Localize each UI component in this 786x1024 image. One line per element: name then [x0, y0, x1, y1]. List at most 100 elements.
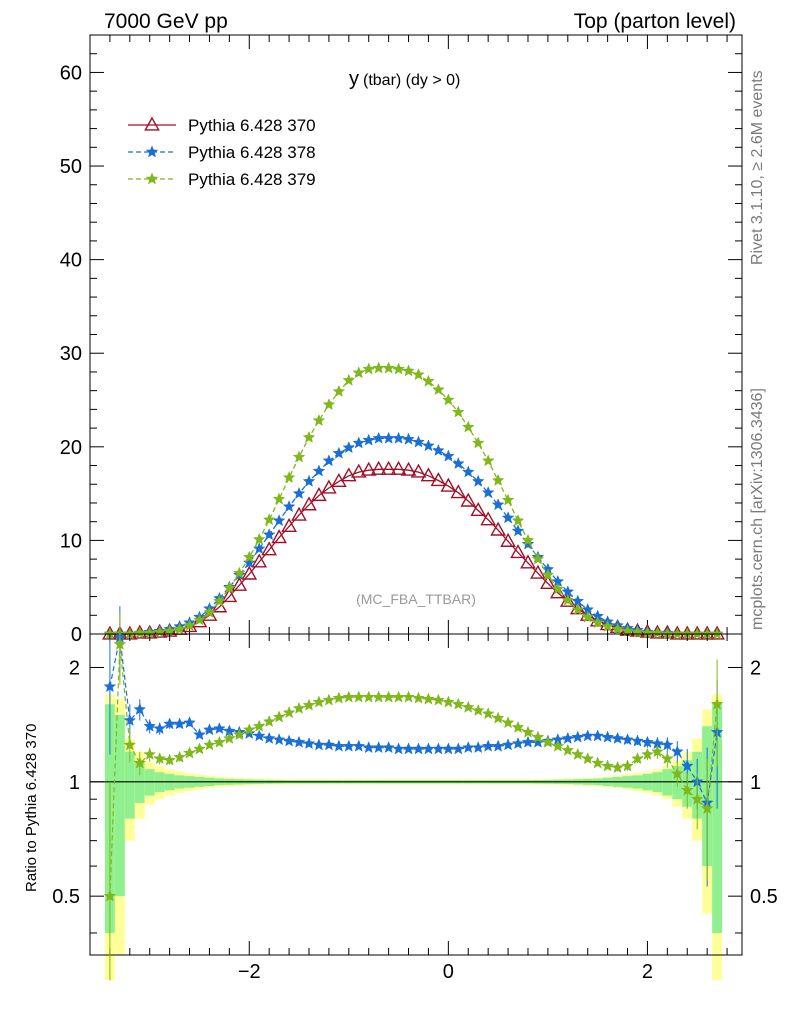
ratio-series-point-0 — [451, 742, 465, 755]
ratio-series-point-1 — [690, 792, 704, 805]
main-series-point-2 — [362, 362, 376, 375]
main-series-point-2 — [710, 627, 724, 640]
main-series-point-2 — [441, 393, 455, 406]
legend-label: Pythia 6.428 370 — [188, 116, 316, 135]
main-ytick-label: 20 — [60, 437, 82, 459]
ratio-series-point-0 — [302, 737, 316, 750]
ratio-series-point-1 — [710, 697, 724, 710]
ratio-series-point-0 — [561, 731, 575, 744]
ratio-series-point-1 — [631, 752, 644, 765]
main-series-point-1 — [332, 446, 346, 459]
main-series-point-2 — [213, 594, 226, 607]
main-series-point-2 — [571, 603, 585, 616]
main-series-point-2 — [232, 566, 246, 579]
ratio-series-point-0 — [680, 759, 694, 772]
main-ytick-label: 30 — [60, 343, 82, 365]
band-inner — [114, 714, 125, 897]
main-series-point-2 — [322, 398, 336, 411]
main-series-point-2 — [432, 383, 445, 396]
ratio-series-point-1 — [312, 695, 326, 708]
main-series-point-2 — [461, 420, 475, 433]
main-series-point-1 — [272, 514, 286, 527]
ratio-series-point-0 — [342, 739, 356, 752]
ratio-series-point-0 — [441, 742, 455, 755]
ratio-series-point-1 — [262, 715, 276, 728]
ratio-series-point-1 — [481, 707, 495, 720]
ratio-series-point-1 — [362, 690, 376, 703]
main-series-point-2 — [203, 605, 216, 618]
ratio-series-point-1 — [451, 697, 465, 710]
ratio-series-point-0 — [193, 728, 206, 741]
ratio-series-point-0 — [153, 722, 167, 735]
band-inner — [124, 751, 135, 819]
main-series-point-0 — [350, 463, 367, 478]
ratio-series-point-1 — [680, 783, 694, 796]
ratio-series-point-1 — [511, 720, 525, 733]
ratio-series-point-1 — [332, 691, 346, 704]
main-series-point-0 — [410, 463, 427, 478]
main-series-point-0 — [301, 496, 317, 511]
main-series-point-1 — [392, 431, 405, 444]
main-series-point-2 — [481, 454, 495, 467]
legend-marker — [145, 172, 159, 185]
main-series-point-1 — [402, 432, 415, 445]
ratio-series-line-0 — [109, 637, 718, 805]
main-series-point-0 — [440, 477, 457, 492]
ratio-series-point-0 — [392, 742, 405, 755]
main-series-point-0 — [530, 564, 546, 579]
ratio-series-point-0 — [143, 719, 157, 732]
ratio-series-point-1 — [272, 710, 286, 723]
ratio-series-point-0 — [183, 716, 196, 729]
ratio-series-point-0 — [660, 738, 674, 751]
ratio-ytick-label: 0.5 — [52, 886, 80, 908]
ratio-series-point-0 — [322, 738, 336, 751]
ratio-series-point-0 — [670, 745, 684, 758]
ratio-ytick-label-right: 2 — [750, 657, 761, 679]
ratio-series-point-1 — [252, 719, 266, 732]
main-series-point-2 — [193, 613, 206, 626]
watermark-label: (MC_FBA_TTBAR) — [356, 591, 476, 607]
main-series-point-1 — [302, 474, 316, 487]
main-series-point-1 — [451, 457, 465, 470]
main-title-sub: (tbar) (dy > 0) — [363, 72, 460, 89]
ratio-series-point-1 — [143, 747, 157, 760]
ratio-series-point-1 — [173, 750, 186, 763]
ratio-series-point-1 — [302, 698, 316, 711]
main-series-point-2 — [601, 619, 614, 632]
ratio-series-point-0 — [262, 731, 276, 744]
ratio-series-point-0 — [252, 729, 266, 742]
ratio-series-point-1 — [232, 728, 246, 741]
main-series-point-2 — [491, 473, 505, 486]
ratio-ytick-label: 1 — [69, 772, 80, 794]
main-ytick-label: 40 — [60, 250, 82, 272]
ratio-series-point-0 — [173, 717, 186, 730]
main-series-point-1 — [262, 528, 276, 541]
main-series-point-1 — [282, 500, 296, 513]
ratio-series-point-1 — [123, 738, 137, 751]
main-series-point-1 — [481, 486, 495, 499]
main-series-point-0 — [550, 584, 566, 599]
ratio-series-point-1 — [203, 738, 216, 751]
main-series-point-2 — [451, 405, 465, 418]
main-series-point-0 — [480, 511, 497, 526]
ratio-series-point-1 — [103, 889, 117, 902]
main-series-point-0 — [500, 532, 516, 547]
band-inner — [712, 704, 723, 933]
main-series-point-2 — [262, 513, 276, 526]
ratio-series-point-0 — [471, 741, 485, 754]
ratio-panel: 0.5 0.5 1 1 2 2 −2 0 2 — [52, 633, 778, 983]
ratio-series-point-0 — [461, 741, 475, 754]
ratio-series-point-1 — [551, 739, 565, 752]
ratio-series-point-1 — [461, 700, 475, 713]
ratio-series-point-0 — [422, 742, 435, 755]
ratio-series-point-1 — [242, 723, 256, 736]
ratio-series-point-0 — [521, 735, 535, 748]
ratio-series-point-1 — [441, 695, 455, 708]
ratio-series-point-0 — [292, 735, 306, 748]
main-series-point-1 — [382, 431, 395, 444]
main-series-point-2 — [531, 552, 545, 565]
main-series-point-0 — [231, 576, 248, 591]
main-series-point-2 — [551, 582, 565, 595]
main-series-point-1 — [521, 537, 535, 550]
main-series-point-2 — [581, 610, 595, 623]
